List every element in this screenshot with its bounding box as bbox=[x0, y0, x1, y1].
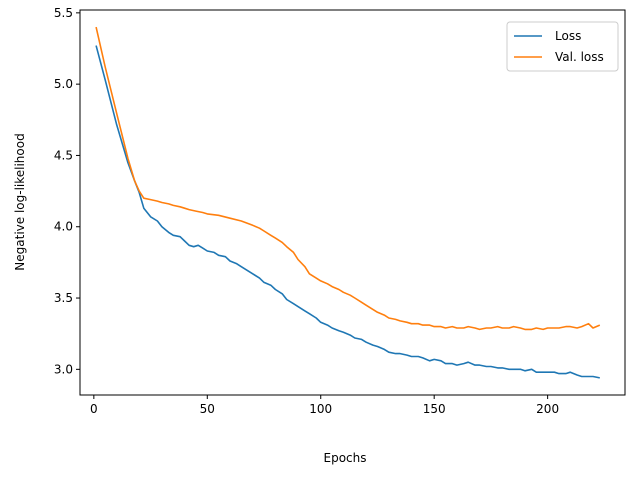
y-axis-ticks: 3.0 3.5 4.0 4.5 5.0 5.5 bbox=[54, 6, 80, 376]
y-tick-label: 3.0 bbox=[54, 362, 73, 376]
y-axis-label: Negative log-likelihood bbox=[13, 133, 27, 270]
series-line-loss bbox=[95, 45, 600, 379]
y-tick-label: 4.0 bbox=[54, 220, 73, 234]
y-tick-label: 4.5 bbox=[54, 148, 73, 162]
legend: Loss Val. loss bbox=[506, 21, 619, 72]
legend-entry-val-loss: Val. loss bbox=[555, 50, 604, 64]
series-line-val-loss bbox=[95, 26, 601, 331]
y-tick-label: 5.0 bbox=[54, 77, 73, 91]
x-tick-label: 200 bbox=[536, 402, 559, 416]
x-tick-label: 0 bbox=[90, 402, 98, 416]
x-tick-label: 50 bbox=[200, 402, 215, 416]
x-tick-label: 150 bbox=[423, 402, 446, 416]
axes-frame bbox=[79, 9, 626, 396]
y-tick-label: 3.5 bbox=[54, 291, 73, 305]
legend-box bbox=[506, 21, 619, 72]
x-axis-label: Epochs bbox=[324, 451, 367, 465]
y-tick-label: 5.5 bbox=[54, 6, 73, 20]
x-axis-ticks: 0 50 100 150 200 bbox=[90, 395, 559, 416]
x-tick-label: 100 bbox=[309, 402, 332, 416]
plot-area bbox=[95, 26, 601, 379]
legend-entry-loss: Loss bbox=[555, 29, 581, 43]
